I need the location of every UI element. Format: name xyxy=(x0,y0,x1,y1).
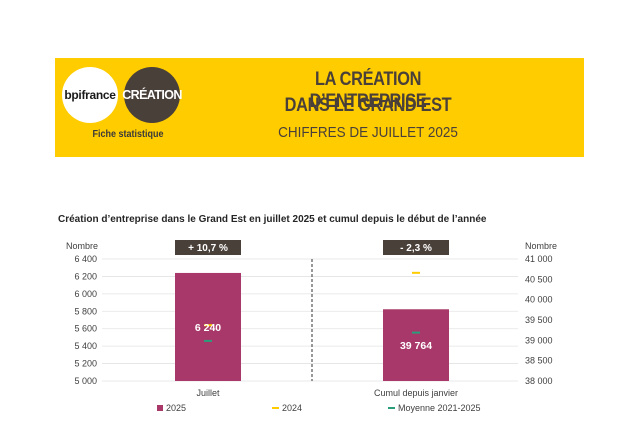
creation-logo: CRÉATION xyxy=(122,67,182,123)
left-axis-tick-label: 5 600 xyxy=(74,324,97,334)
variation-badge-text: + 10,7 % xyxy=(188,243,228,254)
bar-2025 xyxy=(383,309,449,381)
left-axis-tick-label: 5 000 xyxy=(74,376,97,386)
chart-title: Création d’entreprise dans le Grand Est … xyxy=(58,214,487,225)
left-axis-title: Nombre xyxy=(66,241,98,251)
right-axis-tick-label: 40 500 xyxy=(525,274,553,284)
bar-2025 xyxy=(175,272,241,381)
left-axis-tick-label: 5 200 xyxy=(74,359,97,369)
creation-logo-text: CRÉATION xyxy=(122,88,182,102)
left-axis-tick-label: 5 800 xyxy=(74,306,97,316)
category-label: Juillet xyxy=(196,388,220,398)
fiche-statistique-label: Fiche statistique xyxy=(92,129,164,140)
bar-data-label: 6 240 xyxy=(195,322,221,334)
category-label: Cumul depuis janvier xyxy=(374,388,458,398)
page-subtitle: CHIFFRES DE JUILLET 2025 xyxy=(278,124,458,141)
right-axis-title: Nombre xyxy=(525,241,557,251)
bpifrance-logo: bpifrance xyxy=(62,67,118,123)
right-axis-tick-label: 38 000 xyxy=(525,376,553,386)
right-axis-tick-label: 40 000 xyxy=(525,295,553,305)
variation-badge xyxy=(175,240,241,255)
bpifrance-logo-text: bpifrance xyxy=(64,88,116,102)
header-banner: bpifrance CRÉATION Fiche statistique LA … xyxy=(55,58,584,157)
variation-badge xyxy=(383,240,449,255)
left-axis-tick-label: 6 400 xyxy=(74,254,97,264)
bar-data-label: 39 764 xyxy=(400,340,432,352)
right-axis-tick-label: 39 500 xyxy=(525,315,553,325)
variation-badge-text: - 2,3 % xyxy=(400,243,432,254)
left-axis-tick-label: 6 200 xyxy=(74,271,97,281)
right-axis-tick-label: 41 000 xyxy=(525,254,553,264)
left-axis-tick-label: 5 400 xyxy=(74,341,97,351)
right-axis-tick-label: 39 000 xyxy=(525,335,553,345)
legend-swatch-2025 xyxy=(157,405,163,411)
legend-label-2025: 2025 xyxy=(166,403,186,413)
page-title-line-2: DANS LE GRAND EST xyxy=(284,95,452,116)
right-axis-tick-label: 38 500 xyxy=(525,356,553,366)
legend-label-moyenne: Moyenne 2021-2025 xyxy=(398,403,481,413)
page-title-line-1: LA CRÉATION D’ENTREPRISE xyxy=(309,69,427,112)
legend-label-2024: 2024 xyxy=(282,403,302,413)
left-axis-tick-label: 6 000 xyxy=(74,289,97,299)
